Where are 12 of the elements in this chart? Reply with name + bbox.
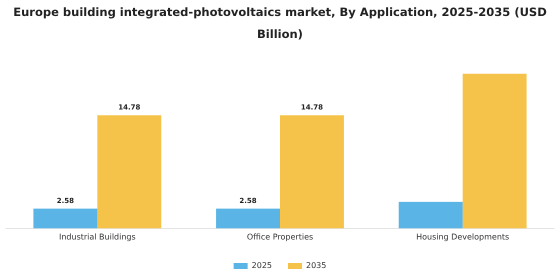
bar bbox=[280, 115, 344, 228]
bar bbox=[97, 115, 162, 228]
bar bbox=[398, 202, 463, 228]
legend-label: 2035 bbox=[306, 261, 326, 270]
bar bbox=[216, 208, 280, 228]
x-tick-label: Housing Developments bbox=[416, 232, 510, 242]
bar bbox=[462, 74, 527, 228]
x-tick-label: Industrial Buildings bbox=[58, 232, 136, 242]
chart-title: Europe building integrated-photovoltaics market, By Application, 2025-2035 (USD Billion) bbox=[12, 4, 548, 41]
x-tick-label: Office Properties bbox=[246, 232, 314, 242]
bar bbox=[33, 208, 98, 228]
legend-label: 2025 bbox=[252, 261, 272, 270]
